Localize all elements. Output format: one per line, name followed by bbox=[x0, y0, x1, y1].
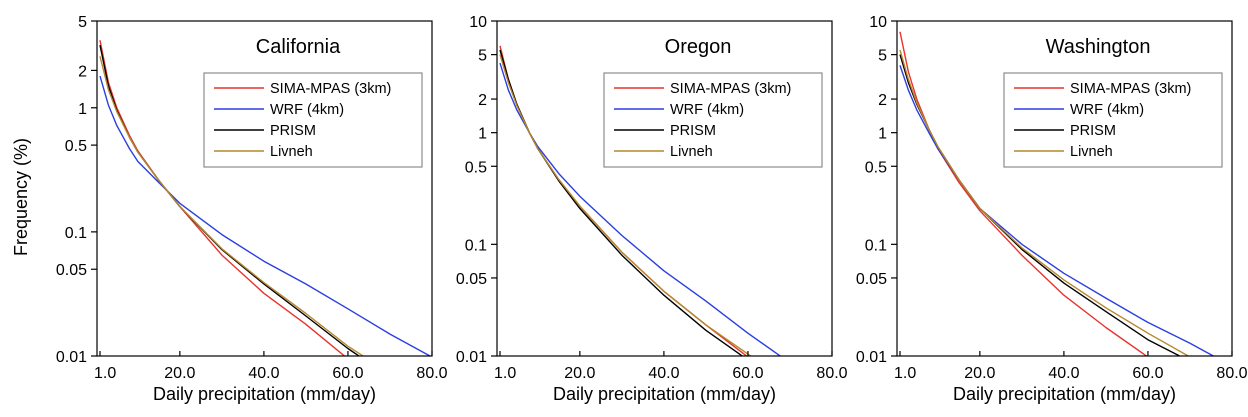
y-tick-label: 10 bbox=[869, 14, 887, 31]
y-tick-label: 0.5 bbox=[465, 159, 487, 176]
y-tick-label: 5 bbox=[478, 48, 487, 65]
legend-label: PRISM bbox=[270, 123, 316, 139]
x-tick-label: 20.0 bbox=[164, 365, 195, 382]
y-tick-label: 0.05 bbox=[456, 271, 487, 288]
x-tick-label: 1.0 bbox=[894, 365, 916, 382]
panel-title: California bbox=[256, 36, 341, 58]
plot-frame bbox=[896, 20, 1233, 357]
series-group bbox=[499, 45, 782, 356]
x-axis-label: Daily precipitation (mm/day) bbox=[153, 384, 376, 404]
x-tick-label: 60.0 bbox=[1132, 365, 1163, 382]
y-tick-label: 1 bbox=[478, 126, 487, 143]
legend-label: Livneh bbox=[270, 144, 313, 160]
x-axis-label: Daily precipitation (mm/day) bbox=[553, 384, 776, 404]
legend-label: SIMA-MPAS (3km) bbox=[1070, 81, 1191, 97]
x-tick-label: 40.0 bbox=[1048, 365, 1079, 382]
y-tick-label: 0.5 bbox=[865, 159, 887, 176]
y-tick-label: 0.5 bbox=[65, 138, 87, 155]
legend-label: PRISM bbox=[670, 123, 716, 139]
x-axis-label: Daily precipitation (mm/day) bbox=[953, 384, 1176, 404]
y-tick-label: 1 bbox=[78, 101, 87, 118]
x-tick-label: 1.0 bbox=[494, 365, 516, 382]
x-tick-label: 60.0 bbox=[332, 365, 363, 382]
series-line-wrf-4km bbox=[99, 75, 432, 356]
x-tick-label: 60.0 bbox=[732, 365, 763, 382]
y-tick-label: 0.01 bbox=[56, 349, 87, 366]
y-tick-label: 0.01 bbox=[456, 349, 487, 366]
x-tick-label: 40.0 bbox=[248, 365, 279, 382]
y-tick-label: 0.05 bbox=[56, 262, 87, 279]
legend-label: WRF (4km) bbox=[670, 102, 744, 118]
series-group bbox=[99, 40, 432, 356]
y-tick-label: 2 bbox=[78, 63, 87, 80]
legend-label: SIMA-MPAS (3km) bbox=[670, 81, 791, 97]
y-tick-label: 0.1 bbox=[65, 225, 87, 242]
y-tick-label: 0.1 bbox=[865, 237, 887, 254]
x-tick-label: 20.0 bbox=[964, 365, 995, 382]
y-tick-label: 5 bbox=[878, 48, 887, 65]
plot-frame bbox=[496, 20, 833, 357]
panel-oregon: 0.01 0.05 0.1 0.5 1 2 5 10 1.0 20.0 40.0 60.0 80.0 Da… bbox=[456, 14, 848, 404]
legend: SIMA-MPAS (3km) WRF (4km) PRISM Livneh bbox=[1003, 72, 1223, 168]
series-line-livneh bbox=[899, 49, 1190, 356]
y-tick-label: 0.1 bbox=[465, 237, 487, 254]
legend: SIMA-MPAS (3km) WRF (4km) PRISM Livneh bbox=[603, 72, 823, 168]
panel-california: 0.01 0.05 0.1 0.5 1 2 5 1.0 20.0 40.0 60.0 80.0 Dail… bbox=[56, 14, 448, 404]
series-line-sima-mpas-3km bbox=[899, 31, 1148, 356]
y-tick-label: 0.01 bbox=[856, 349, 887, 366]
legend-label: WRF (4km) bbox=[1070, 102, 1144, 118]
x-tick-label: 80.0 bbox=[416, 365, 447, 382]
panel-washington: 0.01 0.05 0.1 0.5 1 2 5 10 1.0 20.0 40.0 60.0 80.0 Da… bbox=[856, 14, 1248, 404]
series-line-livneh bbox=[99, 56, 365, 356]
series-line-wrf-4km bbox=[499, 62, 782, 356]
x-tick-label: 80.0 bbox=[816, 365, 847, 382]
series-line-livneh bbox=[499, 54, 752, 356]
y-tick-label: 2 bbox=[478, 92, 487, 109]
panel-title: Washington bbox=[1046, 36, 1151, 58]
y-tick-label: 2 bbox=[878, 92, 887, 109]
legend-label: Livneh bbox=[670, 144, 713, 160]
x-tick-label: 80.0 bbox=[1216, 365, 1247, 382]
series-group bbox=[899, 31, 1215, 356]
legend-label: Livneh bbox=[1070, 144, 1113, 160]
y-tick-label: 10 bbox=[469, 14, 487, 31]
legend-label: SIMA-MPAS (3km) bbox=[270, 81, 391, 97]
legend-label: WRF (4km) bbox=[270, 102, 344, 118]
panel-title: Oregon bbox=[665, 36, 732, 58]
x-tick-label: 1.0 bbox=[94, 365, 116, 382]
y-tick-label: 5 bbox=[78, 14, 87, 31]
x-tick-label: 20.0 bbox=[564, 365, 595, 382]
x-tick-label: 40.0 bbox=[648, 365, 679, 382]
y-tick-label: 1 bbox=[878, 126, 887, 143]
y-axis-label: Frequency (%) bbox=[11, 138, 31, 256]
plot-frame bbox=[96, 20, 433, 357]
legend: SIMA-MPAS (3km) WRF (4km) PRISM Livneh bbox=[203, 72, 423, 168]
y-tick-label: 0.05 bbox=[856, 271, 887, 288]
legend-label: PRISM bbox=[1070, 123, 1116, 139]
